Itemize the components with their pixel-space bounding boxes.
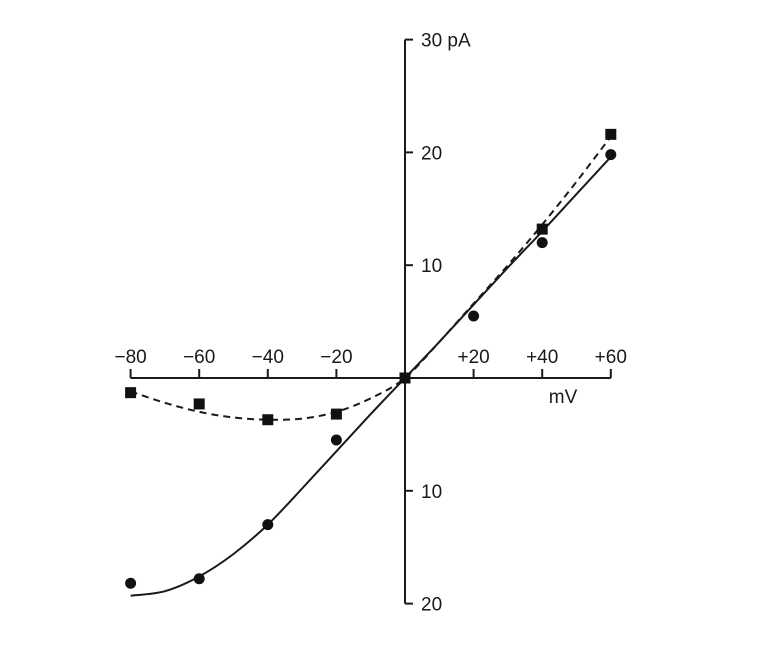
- square-data-point: [536, 223, 548, 235]
- circle-data-point: [330, 434, 342, 446]
- x-tick-label: −20: [320, 347, 352, 368]
- circle-data-point: [605, 149, 617, 161]
- ticks-layer: −80 −60 −40 −20 +20 +40 +60 30 pA 20 10 10 20: [114, 31, 626, 616]
- square-data-point: [125, 387, 137, 399]
- x-tick-label: −80: [114, 347, 146, 368]
- square-data-point: [262, 414, 274, 426]
- markers-layer: [125, 128, 617, 589]
- circle-data-point: [468, 310, 480, 322]
- square-data-point: [605, 128, 617, 140]
- y-tick-label: 10: [421, 482, 442, 503]
- y-tick-label: 30 pA: [421, 31, 471, 52]
- circle-data-point: [262, 519, 274, 531]
- circles-series-line: [130, 156, 612, 597]
- circle-data-point: [193, 573, 205, 585]
- axes-layer: [130, 39, 611, 604]
- curves-layer: [130, 135, 612, 597]
- circle-data-point: [536, 237, 548, 249]
- x-tick-label: −60: [183, 347, 215, 368]
- x-tick-label: +20: [457, 347, 489, 368]
- y-tick-label: 10: [421, 256, 442, 277]
- circle-data-point: [125, 577, 137, 589]
- square-data-point: [193, 398, 205, 410]
- square-data-point: [399, 372, 411, 384]
- squares-series-line: [130, 135, 612, 421]
- x-unit-label: mV: [549, 387, 578, 408]
- x-tick-label: +40: [526, 347, 558, 368]
- square-data-point: [330, 408, 342, 420]
- x-tick-label: +60: [595, 347, 627, 368]
- x-tick-label: −40: [252, 347, 284, 368]
- y-tick-label: 20: [421, 143, 442, 164]
- y-tick-label: 20: [421, 595, 442, 616]
